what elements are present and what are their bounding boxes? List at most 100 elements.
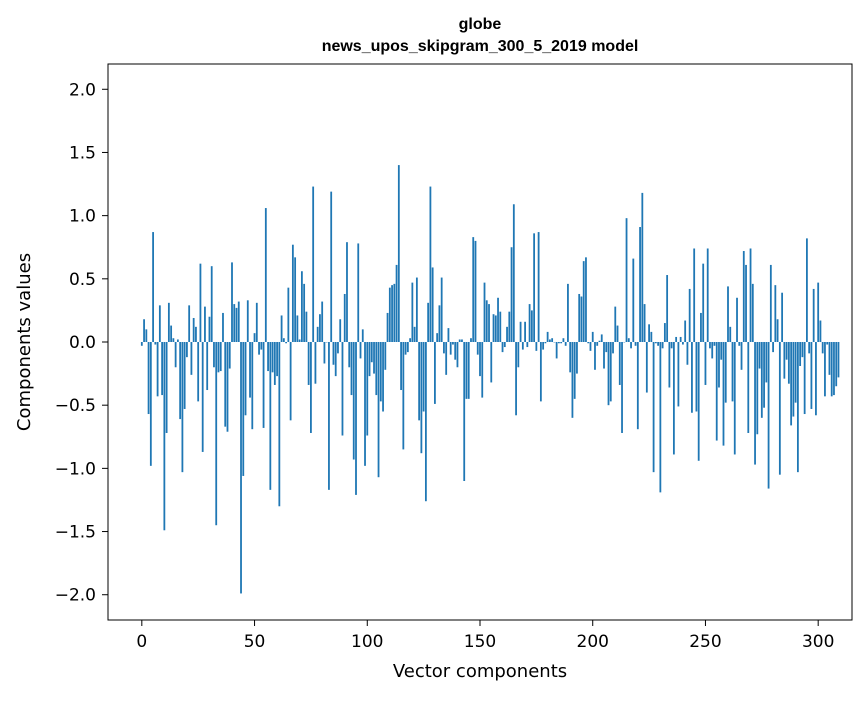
bar-306 bbox=[831, 342, 833, 396]
bar-10 bbox=[163, 342, 165, 530]
bar-144 bbox=[466, 342, 468, 399]
bar-141 bbox=[459, 339, 461, 342]
bar-68 bbox=[294, 257, 296, 342]
bar-220 bbox=[637, 342, 639, 429]
bar-127 bbox=[427, 303, 429, 342]
bar-76 bbox=[312, 187, 314, 342]
bar-100 bbox=[366, 342, 368, 436]
bar-196 bbox=[583, 261, 585, 342]
bar-266 bbox=[741, 342, 743, 370]
bar-16 bbox=[177, 339, 179, 342]
bar-95 bbox=[355, 342, 357, 495]
bar-209 bbox=[612, 342, 614, 353]
bar-50 bbox=[254, 333, 256, 342]
bar-9 bbox=[161, 342, 163, 395]
bar-224 bbox=[646, 342, 648, 393]
bar-84 bbox=[330, 192, 332, 342]
bar-154 bbox=[488, 304, 490, 342]
bar-42 bbox=[236, 308, 238, 342]
bar-7 bbox=[157, 342, 159, 396]
bar-263 bbox=[734, 342, 736, 454]
bar-165 bbox=[513, 204, 515, 342]
bar-299 bbox=[815, 342, 817, 415]
bar-212 bbox=[619, 342, 621, 385]
bar-64 bbox=[285, 342, 287, 343]
bar-52 bbox=[258, 342, 260, 355]
bar-96 bbox=[357, 243, 359, 342]
bar-228 bbox=[655, 342, 657, 343]
bar-155 bbox=[490, 342, 492, 382]
bar-265 bbox=[738, 342, 740, 346]
bar-49 bbox=[251, 342, 253, 429]
chart-title-line1: globe bbox=[459, 16, 502, 33]
bar-238 bbox=[678, 342, 680, 406]
bar-146 bbox=[470, 338, 472, 342]
bar-257 bbox=[720, 342, 722, 360]
bar-278 bbox=[768, 342, 770, 489]
bar-136 bbox=[448, 328, 450, 342]
bar-66 bbox=[290, 342, 292, 420]
bar-98 bbox=[362, 329, 364, 342]
bar-178 bbox=[542, 342, 544, 350]
bar-122 bbox=[416, 278, 418, 342]
bar-279 bbox=[770, 265, 772, 342]
bar-40 bbox=[231, 262, 233, 342]
bar-161 bbox=[504, 342, 506, 347]
bar-11 bbox=[166, 342, 168, 433]
bar-301 bbox=[820, 321, 822, 342]
bar-248 bbox=[700, 313, 702, 342]
y-tick-label-5: 0.5 bbox=[69, 270, 96, 290]
bar-191 bbox=[572, 342, 574, 418]
bar-118 bbox=[407, 342, 409, 352]
bar-27 bbox=[202, 342, 204, 452]
bar-237 bbox=[675, 337, 677, 342]
bar-180 bbox=[547, 332, 549, 342]
bar-91 bbox=[346, 242, 348, 342]
bar-69 bbox=[296, 315, 298, 342]
bar-179 bbox=[544, 342, 546, 343]
bar-239 bbox=[680, 337, 682, 342]
bar-201 bbox=[594, 342, 596, 370]
bar-81 bbox=[324, 342, 326, 363]
bar-130 bbox=[434, 342, 436, 404]
bar-114 bbox=[398, 165, 400, 342]
bar-80 bbox=[321, 302, 323, 342]
bar-296 bbox=[808, 342, 810, 353]
bar-31 bbox=[211, 266, 213, 342]
bar-168 bbox=[520, 322, 522, 342]
x-tick-label-2: 100 bbox=[351, 632, 383, 652]
bar-48 bbox=[249, 342, 251, 398]
bar-101 bbox=[369, 342, 371, 376]
bar-111 bbox=[391, 285, 393, 342]
bar-272 bbox=[754, 342, 756, 465]
bar-293 bbox=[802, 342, 804, 357]
bar-35 bbox=[220, 342, 222, 371]
bar-120 bbox=[411, 283, 413, 342]
bar-245 bbox=[693, 248, 695, 342]
bar-218 bbox=[632, 259, 634, 342]
bar-177 bbox=[540, 342, 542, 401]
bar-90 bbox=[344, 294, 346, 342]
bar-93 bbox=[351, 342, 353, 395]
bar-182 bbox=[551, 338, 553, 342]
bar-142 bbox=[461, 339, 463, 342]
bar-74 bbox=[308, 342, 310, 385]
bar-77 bbox=[315, 342, 317, 384]
y-tick-label-6: 1.0 bbox=[69, 207, 96, 227]
bar-51 bbox=[256, 303, 258, 342]
bar-253 bbox=[711, 342, 713, 358]
bar-200 bbox=[592, 332, 594, 342]
bar-105 bbox=[378, 342, 380, 477]
bar-242 bbox=[687, 342, 689, 365]
bar-99 bbox=[364, 342, 366, 466]
bar-12 bbox=[168, 303, 170, 342]
bar-15 bbox=[175, 342, 177, 367]
bar-217 bbox=[630, 342, 632, 348]
bar-18 bbox=[182, 342, 184, 472]
bar-304 bbox=[826, 342, 828, 345]
bar-36 bbox=[222, 313, 224, 342]
bar-14 bbox=[172, 338, 174, 342]
bar-302 bbox=[822, 342, 824, 353]
bar-1 bbox=[143, 319, 145, 342]
bar-192 bbox=[574, 342, 576, 399]
